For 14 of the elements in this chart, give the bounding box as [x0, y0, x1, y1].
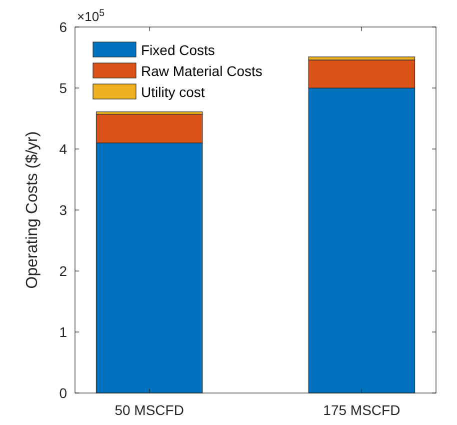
y-axis-title: Operating Costs ($/yr)	[24, 131, 41, 289]
legend-label: Fixed Costs	[141, 42, 215, 58]
x-tick-label: 175 MSCFD	[323, 402, 400, 418]
y-tick-label: 1	[59, 324, 68, 340]
y-tick-label: 6	[59, 18, 68, 35]
y-tick-label: 5	[59, 80, 68, 96]
y-tick-label: 4	[59, 140, 68, 157]
y-tick-label: 0	[59, 384, 68, 401]
text: ×10$^{5}$	[77, 8, 106, 24]
legend-label: Utility cost	[141, 84, 205, 100]
x-tick-label: 50 MSCFD	[114, 402, 184, 418]
legend-label: Raw Material Costs	[141, 62, 262, 79]
y-tick-label: 3	[59, 202, 68, 218]
y-tick-label: 2	[59, 262, 68, 279]
